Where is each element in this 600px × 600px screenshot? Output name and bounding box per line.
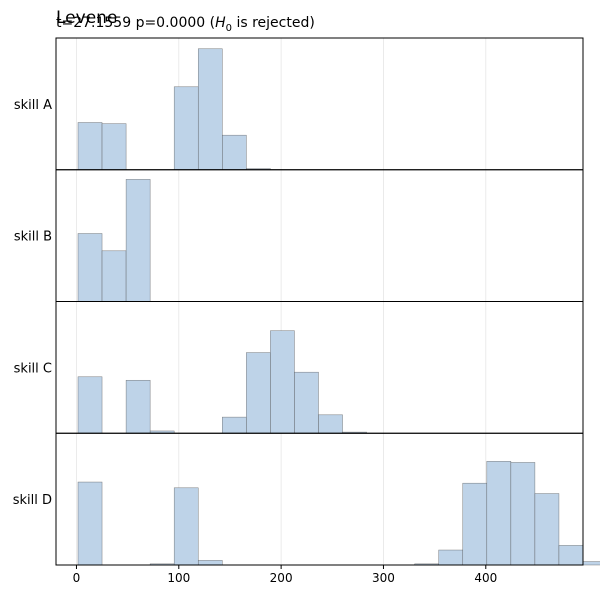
x-tick-label-0: 0 — [73, 571, 81, 585]
histogram-bar-2-10 — [318, 414, 343, 434]
panel-label-1: skill B — [14, 230, 52, 245]
x-tick-label-1: 100 — [167, 571, 190, 585]
panel-frame-0 — [55, 37, 584, 171]
histogram-bar-2-7 — [246, 352, 271, 434]
histogram-bar-3-15 — [438, 549, 464, 566]
histogram-bar-3-16 — [462, 482, 488, 566]
panel-label-3: skill D — [13, 493, 52, 508]
histogram-bar-0-1 — [101, 123, 127, 170]
histogram-bar-0-4 — [173, 86, 199, 170]
histogram-bar-3-4 — [173, 487, 199, 566]
histogram-bar-0-0 — [77, 122, 103, 171]
panel-label-2: skill C — [14, 361, 52, 376]
histogram-bar-3-20 — [558, 545, 584, 566]
histogram-bar-2-9 — [294, 371, 319, 434]
x-tick-label-2: 200 — [270, 571, 293, 585]
x-tick-label-3: 300 — [372, 571, 395, 585]
chart-subtitle: t=27.1559 p=0.0000 (H0 is rejected) — [56, 15, 315, 34]
panel-frame-3 — [55, 432, 584, 566]
histogram-bar-3-5 — [197, 560, 223, 566]
histogram-bar-3-0 — [77, 481, 103, 566]
histogram-bar-1-0 — [77, 233, 103, 302]
histogram-bar-3-18 — [510, 462, 536, 566]
histogram-bar-3-19 — [534, 493, 560, 566]
histogram-bar-3-17 — [486, 461, 512, 566]
histogram-bar-2-8 — [270, 330, 295, 434]
histogram-bar-3-21 — [582, 561, 600, 566]
panel-label-0: skill A — [14, 98, 52, 113]
histogram-bar-1-1 — [101, 250, 127, 302]
histogram-bar-2-2 — [125, 379, 151, 434]
histogram-bar-0-5 — [197, 48, 223, 171]
chart-title: Levene — [56, 8, 118, 28]
histogram-bar-1-2 — [125, 179, 151, 302]
histogram-bar-2-0 — [77, 376, 103, 434]
histogram-bar-0-6 — [222, 134, 247, 171]
histogram-bar-2-6 — [222, 416, 247, 434]
x-tick-label-4: 400 — [474, 571, 497, 585]
